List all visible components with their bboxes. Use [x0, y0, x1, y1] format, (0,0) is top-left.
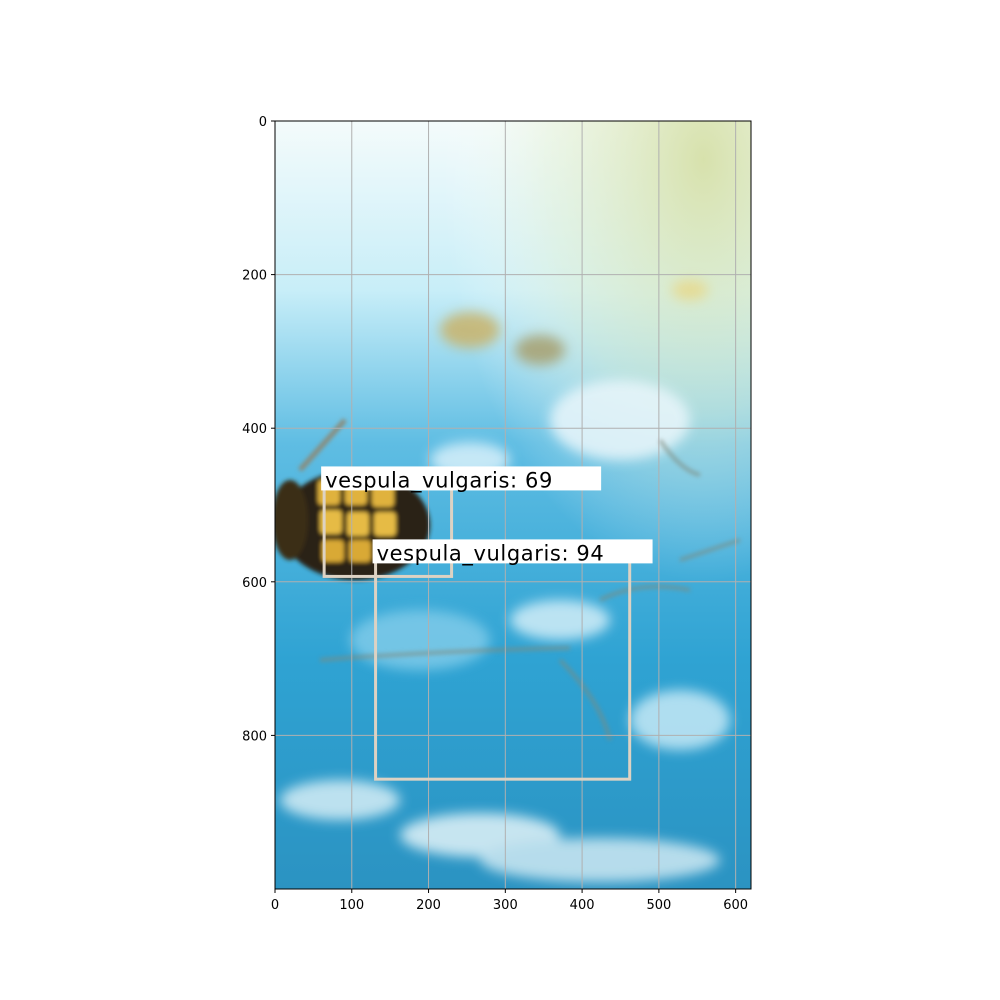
x-tick-label: 0: [271, 898, 279, 913]
detection-overlays: vespula_vulgaris: 69 vespula_vulgaris: 94: [321, 466, 653, 781]
detection-label: vespula_vulgaris: 94: [377, 541, 605, 566]
detection-label: vespula_vulgaris: 69: [325, 468, 553, 493]
y-axis-ticks: 0 200 400 600 800: [242, 115, 275, 744]
grid-lines: [274, 120, 751, 889]
y-tick-label: 800: [242, 729, 267, 744]
x-tick-label: 600: [723, 898, 748, 913]
x-tick-label: 100: [339, 898, 364, 913]
trap-photo: [275, 121, 751, 889]
axes-frame: [274, 120, 752, 890]
y-tick-label: 200: [242, 269, 267, 284]
x-tick-label: 300: [493, 898, 518, 913]
x-tick-label: 500: [646, 898, 671, 913]
x-tick-label: 400: [570, 898, 595, 913]
y-tick-label: 0: [259, 115, 267, 130]
x-axis-ticks: 0 100 200 300 400 500 600: [271, 889, 748, 913]
x-tick-label: 200: [416, 898, 441, 913]
detection-label-background: [372, 539, 653, 564]
y-tick-label: 600: [242, 576, 267, 591]
y-tick-label: 400: [242, 422, 267, 437]
detection-label-background: [321, 466, 602, 491]
